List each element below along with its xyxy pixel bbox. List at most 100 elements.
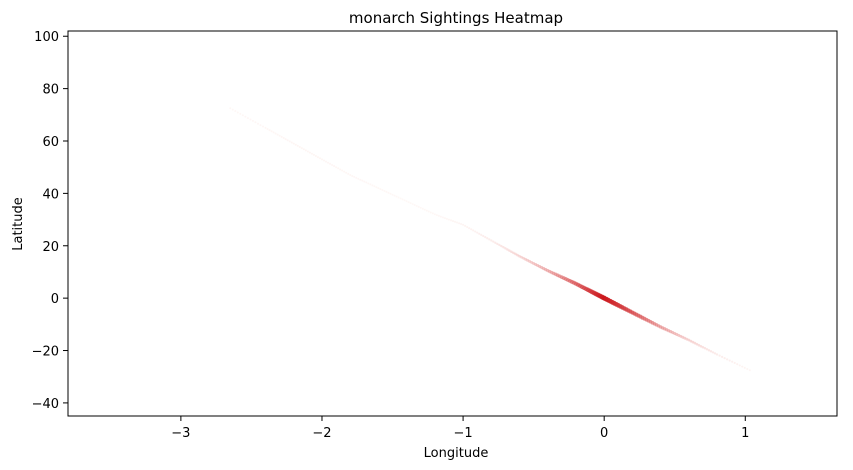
heatmap-cell xyxy=(480,233,483,237)
heatmap-cell xyxy=(460,223,463,226)
x-tick-label: 0 xyxy=(600,426,608,441)
heatmap-cell xyxy=(494,241,497,244)
heatmap-cell xyxy=(423,208,426,211)
heatmap-cell xyxy=(401,198,404,201)
heatmap-cell xyxy=(718,354,721,357)
heatmap-cell xyxy=(373,185,376,188)
heatmap-cell xyxy=(713,352,717,355)
heatmap-cell xyxy=(347,172,350,175)
heatmap-cell xyxy=(726,358,729,361)
heatmap-cell xyxy=(415,204,418,207)
heatmap-cell xyxy=(478,232,481,235)
heatmap-cell xyxy=(268,129,271,132)
heatmap-cell xyxy=(266,128,269,131)
heatmap-cell xyxy=(236,111,239,114)
heatmap-cell xyxy=(703,347,707,350)
y-tick-label: 40 xyxy=(42,187,59,202)
heatmap-cell xyxy=(723,356,726,360)
heatmap-cell xyxy=(312,153,315,156)
heatmap-cell xyxy=(256,122,259,125)
heatmap-cell xyxy=(421,207,424,210)
heatmap-cell xyxy=(314,154,317,157)
heatmap-cell xyxy=(741,365,744,368)
heatmap-cell xyxy=(339,168,342,171)
heatmap-cell xyxy=(375,186,378,189)
heatmap-cell xyxy=(290,141,293,144)
heatmap-cell xyxy=(738,364,741,367)
heatmap-cell xyxy=(707,349,711,352)
heatmap-cell xyxy=(327,161,330,164)
heatmap-cell xyxy=(431,212,434,215)
heatmap-cell xyxy=(278,134,281,137)
heatmap-cell xyxy=(385,190,388,193)
heatmap-cell xyxy=(514,252,517,256)
y-tick-label: 0 xyxy=(51,292,59,307)
heatmap-cell xyxy=(476,231,479,234)
heatmap-cell xyxy=(229,107,232,110)
y-tick-label: 20 xyxy=(42,240,59,255)
heatmap-cell xyxy=(304,149,307,152)
x-tick-label: 1 xyxy=(741,426,749,441)
heatmap-cell xyxy=(395,195,398,198)
heatmap-cell xyxy=(292,142,295,145)
x-tick-label: −1 xyxy=(453,426,472,441)
heatmap-cell xyxy=(349,174,352,177)
heatmap-cell xyxy=(429,211,432,214)
heatmap-cell xyxy=(306,150,309,153)
heatmap-cell xyxy=(715,353,719,356)
y-tick-label: −20 xyxy=(32,345,59,360)
heatmap-cell xyxy=(699,344,703,348)
y-tick-label: −40 xyxy=(32,397,59,412)
heatmap-cell xyxy=(746,368,749,371)
heatmap-cell xyxy=(231,108,234,111)
heatmap-cell xyxy=(516,253,519,257)
heatmap-cell xyxy=(379,188,382,191)
heatmap-cell xyxy=(733,361,736,365)
heatmap-cell xyxy=(320,158,323,161)
heatmap-cell xyxy=(399,197,402,200)
heatmap-cell xyxy=(720,355,724,358)
heatmap-cell xyxy=(736,363,739,366)
heatmap-cell xyxy=(377,187,380,190)
y-axis-title: Latitude xyxy=(11,197,26,251)
heatmap-cell xyxy=(383,189,386,192)
heatmap-cell xyxy=(286,139,289,142)
heatmap-cell xyxy=(443,217,446,220)
heatmap-cell xyxy=(322,159,326,162)
heatmap-cell xyxy=(397,196,400,199)
heatmap-cell xyxy=(496,242,499,246)
heatmap-cell xyxy=(274,132,277,135)
heatmap-cell xyxy=(276,133,279,136)
heatmap-cell xyxy=(486,237,489,240)
heatmap-cell xyxy=(462,223,465,226)
heatmap-cell xyxy=(492,240,495,243)
heatmap-cell xyxy=(697,343,701,347)
heatmap-cell xyxy=(498,243,501,247)
plot-frame xyxy=(67,30,838,417)
heatmap-cell xyxy=(743,366,746,369)
heatmap-cell xyxy=(500,244,503,248)
heatmap-cell xyxy=(427,210,430,213)
heatmap-cell xyxy=(413,204,416,206)
heatmap-cell xyxy=(433,213,436,216)
heatmap-cell xyxy=(510,250,513,254)
heatmap-cell xyxy=(298,145,301,149)
heatmap-cell xyxy=(318,157,321,160)
heatmap-cell xyxy=(439,215,442,218)
heatmap-cell xyxy=(371,184,374,187)
heatmap-cell xyxy=(518,254,521,258)
heatmap-cell xyxy=(294,143,297,146)
heatmap-cell xyxy=(508,249,511,252)
heatmap-cell xyxy=(405,200,408,203)
heatmap-cell xyxy=(254,121,257,124)
heatmap-cell xyxy=(302,148,305,151)
heatmap-cell xyxy=(234,110,237,113)
heatmap-cell xyxy=(456,221,459,224)
heatmap-cell xyxy=(411,203,414,206)
heatmap-cell xyxy=(365,181,368,184)
heatmap-cell xyxy=(325,160,328,163)
heatmap-cell xyxy=(272,131,275,134)
heatmap-cell xyxy=(482,234,485,238)
heatmap-cell xyxy=(345,171,348,174)
